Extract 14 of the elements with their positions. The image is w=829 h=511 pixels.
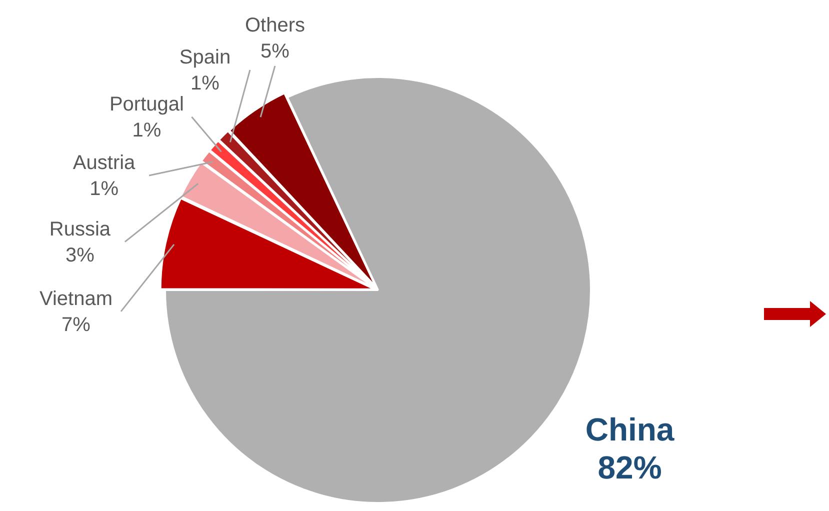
data-label: 82%: [598, 450, 662, 486]
slice-label: Austria: [72, 152, 136, 174]
data-label: 7%: [62, 314, 91, 336]
data-label: 1%: [132, 119, 162, 142]
slice-label: China: [585, 412, 674, 448]
data-label: 1%: [90, 178, 119, 200]
slice-label: Spain: [179, 46, 231, 68]
data-label: 1%: [190, 72, 220, 94]
slice-label: Portugal: [109, 93, 184, 116]
slice-label: Vietnam: [39, 288, 112, 310]
data-label: 3%: [65, 244, 95, 266]
slice-label: Russia: [49, 218, 112, 240]
data-label: 5%: [260, 40, 290, 62]
slice-label: Others: [244, 14, 305, 36]
